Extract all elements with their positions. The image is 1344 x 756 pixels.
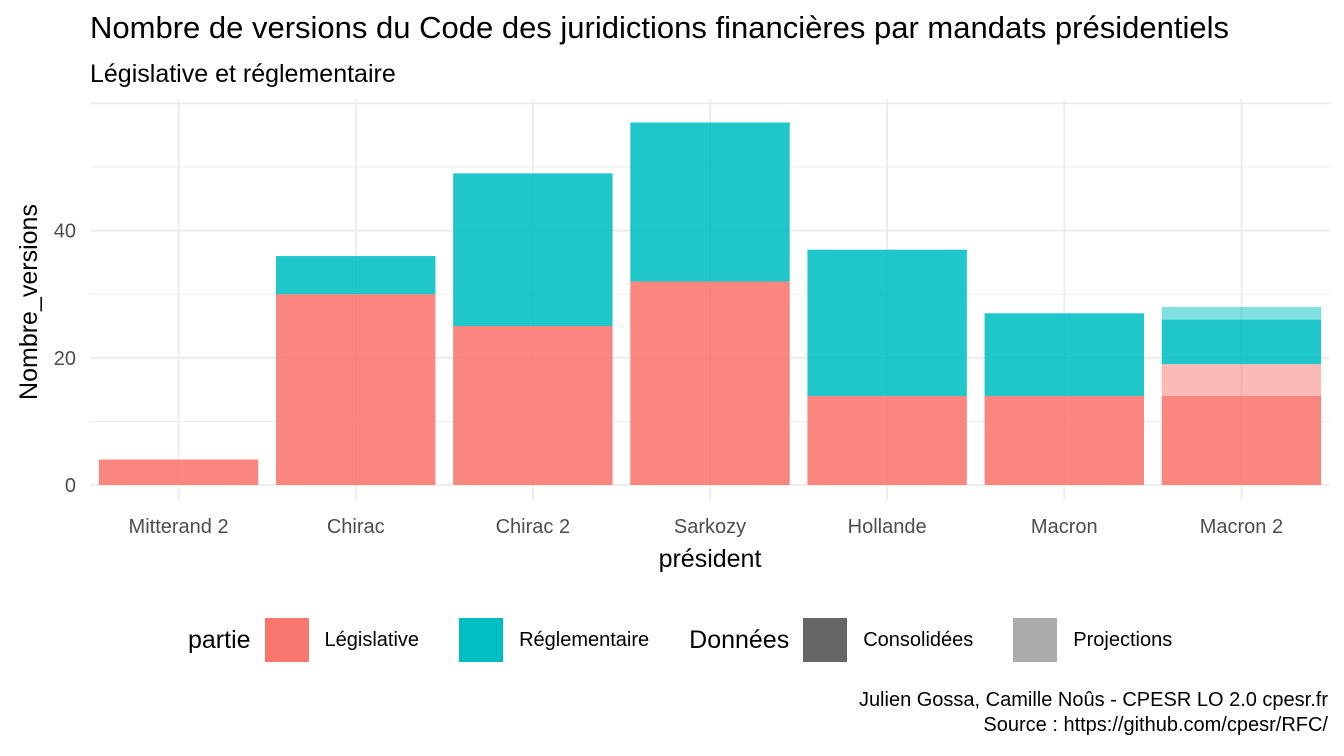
bar-macron-2-legislative bbox=[1161, 395, 1322, 485]
legend-title-partie: partie bbox=[188, 625, 251, 654]
x-tick-label: Mitterand 2 bbox=[129, 516, 229, 538]
legend-title-donnees: Données bbox=[689, 625, 790, 654]
bar-macron-reglementaire bbox=[984, 313, 1144, 396]
bars bbox=[98, 122, 1322, 485]
legend-key-legislative bbox=[264, 618, 309, 662]
x-tick-label: Macron bbox=[1031, 516, 1098, 538]
bar-chirac-legislative bbox=[276, 294, 436, 485]
bar-chirac-2-legislative bbox=[453, 326, 613, 485]
legend-key-projections bbox=[1013, 618, 1058, 662]
chart-subtitle: Législative et réglementaire bbox=[90, 60, 396, 88]
bar-sarkozy-legislative bbox=[630, 281, 790, 485]
legend-label-consolidees: Consolidées bbox=[863, 628, 974, 651]
bar-macron-2-reglementaire bbox=[1161, 319, 1322, 365]
bar-hollande-reglementaire bbox=[807, 249, 967, 396]
x-tick-label: Hollande bbox=[848, 516, 927, 538]
legend-label-reglementaire: Réglementaire bbox=[519, 628, 650, 651]
bar-chirac-reglementaire bbox=[276, 256, 436, 295]
x-tick-label: Chirac bbox=[327, 516, 385, 538]
y-tick-label: 0 bbox=[65, 475, 76, 497]
bar-hollande-legislative bbox=[807, 395, 967, 485]
caption-authors: Julien Gossa, Camille Noûs - CPESR LO 2.… bbox=[858, 689, 1328, 711]
legend-key-consolidees bbox=[803, 618, 848, 662]
y-tick-label: 40 bbox=[54, 221, 76, 243]
y-tick-label: 20 bbox=[54, 348, 76, 370]
bar-chart: 0 20 40 Mitterand 2 Chirac Chirac 2 Sarkozy Ho… bbox=[15, 100, 1330, 573]
x-axis-ticks: Mitterand 2 Chirac Chirac 2 Sarkozy Hollande… bbox=[129, 516, 1284, 538]
x-tick-label: Sarkozy bbox=[674, 516, 746, 538]
bar-sarkozy-reglementaire bbox=[630, 122, 790, 282]
chart-title: Nombre de versions du Code des juridicti… bbox=[90, 10, 1229, 45]
bar-chirac-2-reglementaire bbox=[453, 173, 613, 326]
bar-macron-2-reglementaire-projection bbox=[1161, 306, 1322, 320]
y-axis-title: Nombre_versions bbox=[15, 204, 43, 400]
x-tick-label: Macron 2 bbox=[1200, 516, 1283, 538]
legend-label-legislative: Législative bbox=[324, 628, 420, 651]
x-axis-title: président bbox=[659, 545, 762, 573]
bar-mitterand-2-legislative bbox=[98, 459, 259, 485]
caption-source: Source : https://github.com/cpesr/RFC/ bbox=[983, 714, 1328, 736]
caption: Julien Gossa, Camille Noûs - CPESR LO 2.… bbox=[859, 688, 1328, 738]
legend-label-projections: Projections bbox=[1073, 628, 1173, 651]
bar-macron-2-legislative-projection bbox=[1161, 364, 1322, 396]
x-tick-label: Chirac 2 bbox=[496, 516, 570, 538]
legend-key-reglementaire bbox=[459, 618, 504, 662]
bar-macron-legislative bbox=[984, 395, 1144, 485]
legend: partie Législative Réglementaire Données… bbox=[188, 618, 1212, 662]
y-axis-ticks: 0 20 40 bbox=[54, 221, 76, 497]
